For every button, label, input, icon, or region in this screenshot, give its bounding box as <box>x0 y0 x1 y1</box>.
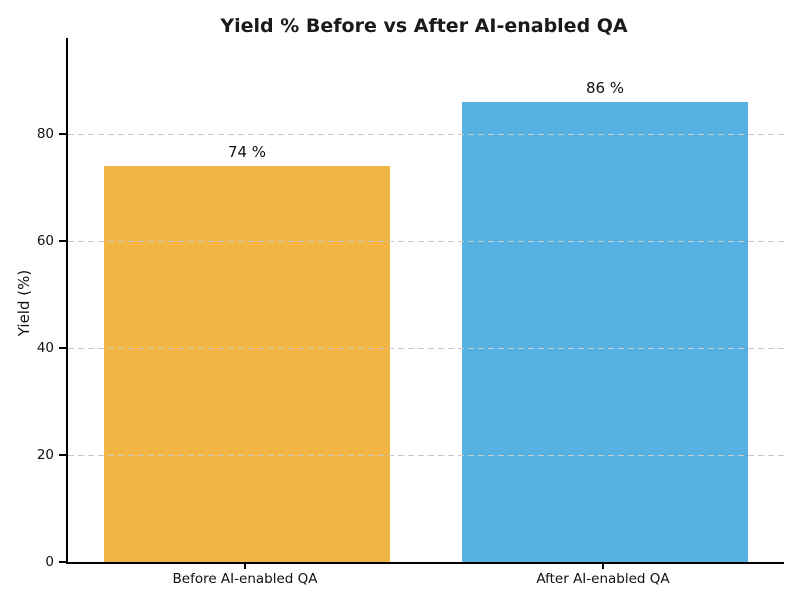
chart-title: Yield % Before vs After AI-enabled QA <box>220 15 628 37</box>
bar-value-label: 86 % <box>585 79 625 98</box>
y-tick-mark <box>59 454 66 457</box>
bar <box>461 102 749 562</box>
plot-area: 74 % 86 % <box>66 38 784 564</box>
x-tick-label: After AI-enabled QA <box>536 571 670 587</box>
bar <box>103 166 391 562</box>
x-tick-mark <box>244 562 246 569</box>
y-tick-label: 80 <box>36 126 54 143</box>
bar-value-label: 74 % <box>227 143 267 162</box>
gridline <box>68 241 784 243</box>
y-tick-label: 0 <box>45 554 54 570</box>
y-tick-label: 40 <box>36 340 54 357</box>
y-axis-label: Yield (%) <box>15 269 33 337</box>
y-tick-mark <box>59 133 66 136</box>
y-tick-mark <box>59 561 66 563</box>
gridline <box>68 455 784 457</box>
y-tick-label: 20 <box>36 447 54 464</box>
y-tick-label: 60 <box>36 233 54 250</box>
gridline <box>68 348 784 350</box>
gridline <box>68 134 784 136</box>
y-tick-mark <box>59 347 66 350</box>
x-tick-mark <box>602 562 604 569</box>
y-tick-mark <box>59 240 66 243</box>
x-tick-label: Before AI-enabled QA <box>172 571 318 587</box>
